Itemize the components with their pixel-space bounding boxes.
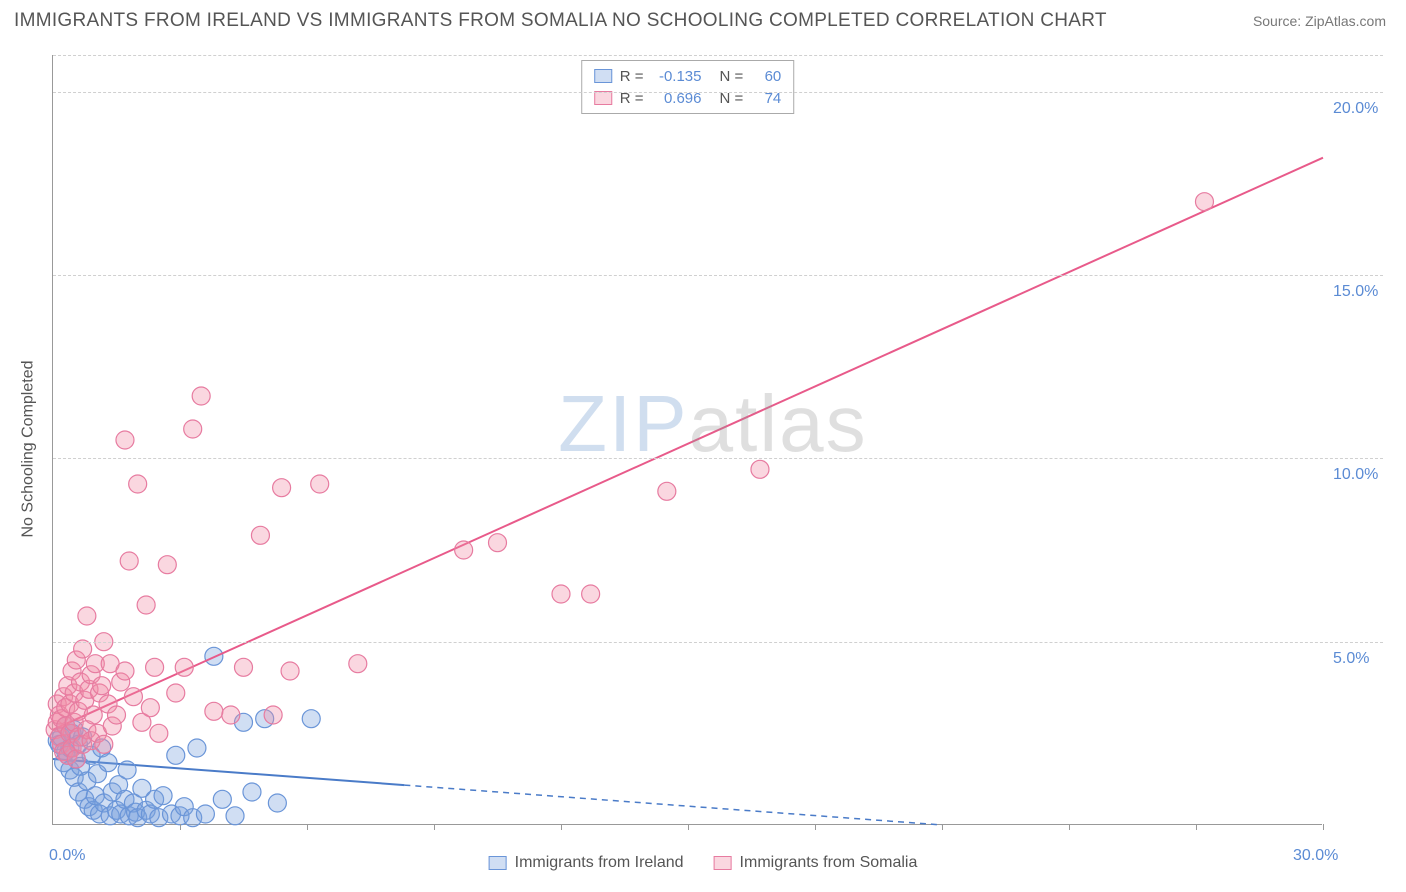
legend-row-ireland: R = -0.135 N = 60 xyxy=(594,65,782,87)
x-tick xyxy=(307,824,308,830)
source-attribution: Source: ZipAtlas.com xyxy=(1253,13,1386,29)
legend-row-somalia: R = 0.696 N = 74 xyxy=(594,87,782,109)
y-tick-label: 20.0% xyxy=(1333,100,1393,118)
legend-item-ireland: Immigrants from Ireland xyxy=(489,854,684,872)
x-tick xyxy=(1069,824,1070,830)
grid-line xyxy=(53,55,1383,56)
legend-label-somalia: Immigrants from Somalia xyxy=(740,854,918,872)
chart-container: ZIPatlas R = -0.135 N = 60 R = 0.696 N =… xyxy=(52,55,1382,825)
legend-swatch-ireland-bottom xyxy=(489,856,507,870)
legend-swatch-somalia xyxy=(594,91,612,105)
r-value-ireland: -0.135 xyxy=(652,68,702,85)
scatter-plot-svg xyxy=(53,55,1323,825)
x-tick xyxy=(561,824,562,830)
legend-label-ireland: Immigrants from Ireland xyxy=(515,854,684,872)
x-tick xyxy=(1196,824,1197,830)
x-tick xyxy=(688,824,689,830)
legend-swatch-ireland xyxy=(594,69,612,83)
plot-area: ZIPatlas R = -0.135 N = 60 R = 0.696 N =… xyxy=(52,55,1322,825)
x-tick-label: 0.0% xyxy=(49,847,85,865)
n-value-ireland: 60 xyxy=(751,68,781,85)
y-tick-label: 15.0% xyxy=(1333,283,1393,301)
y-tick-label: 5.0% xyxy=(1333,650,1393,668)
grid-line xyxy=(53,458,1383,459)
x-tick xyxy=(1323,824,1324,830)
legend-series: Immigrants from Ireland Immigrants from … xyxy=(489,854,918,872)
x-tick xyxy=(180,824,181,830)
grid-line xyxy=(53,642,1383,643)
legend-swatch-somalia-bottom xyxy=(714,856,732,870)
grid-line xyxy=(53,92,1383,93)
x-tick xyxy=(434,824,435,830)
x-tick-label: 30.0% xyxy=(1293,847,1338,865)
y-tick-label: 10.0% xyxy=(1333,466,1393,484)
chart-title: IMMIGRANTS FROM IRELAND VS IMMIGRANTS FR… xyxy=(14,10,1107,32)
y-axis-label: No Schooling Completed xyxy=(20,361,38,538)
legend-item-somalia: Immigrants from Somalia xyxy=(714,854,918,872)
grid-line xyxy=(53,275,1383,276)
x-tick xyxy=(942,824,943,830)
chart-header: IMMIGRANTS FROM IRELAND VS IMMIGRANTS FR… xyxy=(0,0,1406,36)
legend-correlation: R = -0.135 N = 60 R = 0.696 N = 74 xyxy=(581,60,795,114)
x-tick xyxy=(815,824,816,830)
